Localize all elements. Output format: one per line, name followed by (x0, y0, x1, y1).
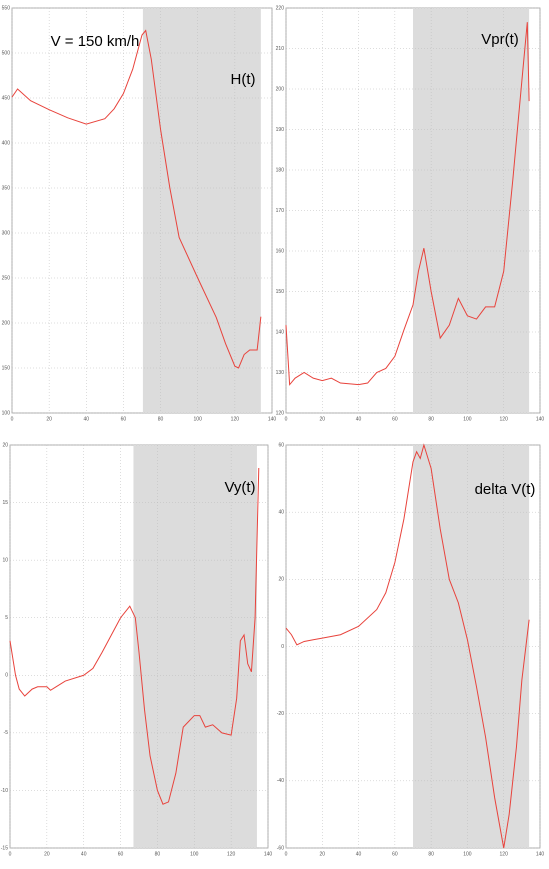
y-tick-label: -10 (1, 788, 8, 794)
x-tick-label: 140 (536, 416, 545, 422)
y-tick-label: 100 (2, 410, 11, 416)
y-tick-label: 190 (276, 127, 285, 133)
y-tick-label: 150 (2, 365, 11, 371)
y-tick-label: 15 (2, 500, 8, 506)
x-tick-label: 60 (118, 851, 124, 857)
y-tick-label: 300 (2, 230, 11, 236)
x-tick-label: 60 (392, 851, 398, 857)
y-tick-label: 160 (276, 248, 285, 254)
x-tick-label: 100 (190, 851, 199, 857)
y-tick-label: 120 (276, 410, 285, 416)
x-tick-label: 100 (463, 851, 472, 857)
y-tick-label: 5 (5, 615, 8, 621)
x-tick-label: 20 (44, 851, 50, 857)
y-tick-label: 450 (2, 95, 11, 101)
x-tick-label: 120 (500, 851, 509, 857)
y-tick-label: 150 (276, 289, 285, 295)
x-tick-label: 0 (285, 416, 288, 422)
y-tick-label: 220 (276, 5, 285, 11)
y-tick-label: -5 (4, 730, 9, 736)
y-tick-label: -60 (277, 845, 284, 851)
annotation: V = 150 km/h (51, 33, 140, 50)
data-line (285, 443, 530, 849)
x-tick-label: 80 (155, 851, 161, 857)
y-tick-label: 10 (2, 557, 8, 563)
data-line (285, 22, 530, 386)
y-tick-label: -15 (1, 845, 8, 851)
x-tick-label: 100 (463, 416, 472, 422)
x-tick-label: 20 (320, 851, 326, 857)
y-tick-label: 210 (276, 46, 285, 52)
series-label: H(t) (231, 71, 256, 88)
y-tick-label: 200 (2, 320, 11, 326)
y-tick-label: -40 (277, 778, 284, 784)
x-tick-label: 80 (428, 416, 434, 422)
y-tick-label: 0 (281, 644, 284, 650)
x-tick-label: 60 (121, 416, 127, 422)
x-tick-label: 40 (356, 416, 362, 422)
series-label: Vpr(t) (481, 31, 519, 48)
x-tick-label: 140 (268, 416, 277, 422)
x-tick-label: 40 (84, 416, 90, 422)
y-tick-label: 60 (278, 442, 284, 448)
shaded-region (133, 445, 257, 848)
x-tick-label: 120 (227, 851, 236, 857)
x-tick-label: 120 (500, 416, 509, 422)
data-line (11, 29, 262, 369)
x-tick-label: 120 (231, 416, 240, 422)
y-tick-label: 130 (276, 370, 285, 376)
y-tick-label: 0 (5, 673, 8, 679)
y-tick-label: -20 (277, 711, 284, 717)
series-label: Vy(t) (224, 479, 255, 496)
y-tick-label: 250 (2, 275, 11, 281)
x-tick-label: 0 (11, 416, 14, 422)
y-tick-label: 200 (276, 86, 285, 92)
x-tick-label: 80 (428, 851, 434, 857)
x-tick-label: 100 (194, 416, 203, 422)
y-tick-label: 550 (2, 5, 11, 11)
x-tick-label: 40 (81, 851, 87, 857)
shaded-region (142, 8, 261, 413)
x-tick-label: 20 (320, 416, 326, 422)
y-tick-label: 170 (276, 208, 285, 214)
y-tick-label: 180 (276, 167, 285, 173)
x-tick-label: 60 (392, 416, 398, 422)
y-tick-label: 20 (2, 442, 8, 448)
data-line (9, 468, 260, 805)
x-tick-label: 0 (9, 851, 12, 857)
y-tick-label: 400 (2, 140, 11, 146)
y-tick-label: 500 (2, 50, 11, 56)
x-tick-label: 20 (46, 416, 52, 422)
y-tick-label: 350 (2, 185, 11, 191)
series-label: delta V(t) (475, 481, 536, 498)
x-tick-label: 0 (285, 851, 288, 857)
x-tick-label: 40 (356, 851, 362, 857)
y-tick-label: 40 (278, 509, 284, 515)
x-tick-label: 140 (264, 851, 273, 857)
x-tick-label: 80 (158, 416, 164, 422)
y-tick-label: 140 (276, 329, 285, 335)
x-tick-label: 140 (536, 851, 545, 857)
shaded-region (413, 445, 530, 848)
y-tick-label: 20 (278, 577, 284, 583)
